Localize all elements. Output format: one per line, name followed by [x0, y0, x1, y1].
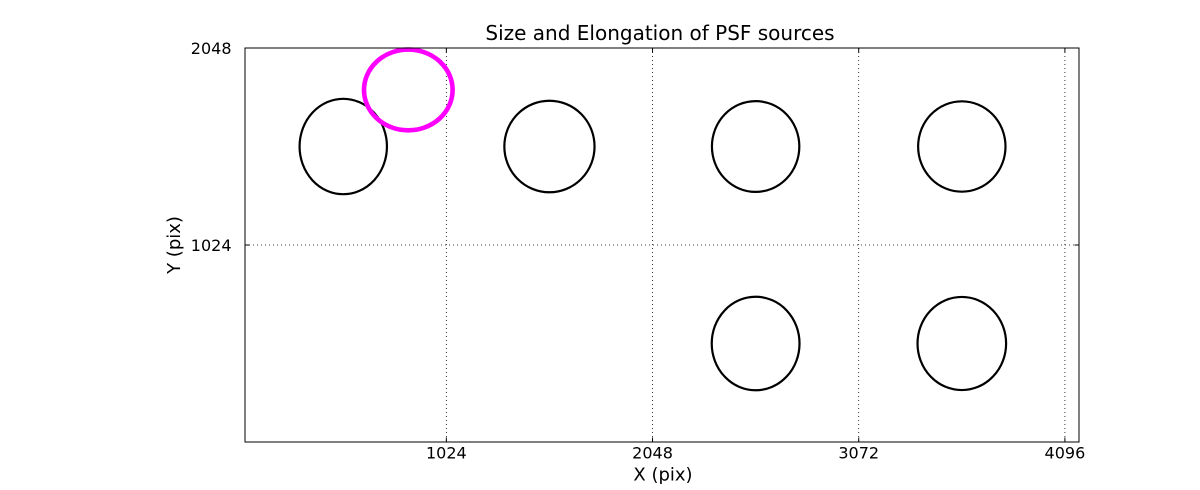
- axis-ticks: [245, 47, 1079, 442]
- x-tick-label: 2048: [632, 444, 673, 463]
- x-tick-label: 4096: [1045, 444, 1086, 463]
- psf-ellipses: [298, 47, 1008, 392]
- tick-labels: 1024 2048 3072 4096 1024 2048: [191, 39, 1085, 463]
- psf-ellipse: [710, 295, 801, 392]
- psf-ellipse: [503, 99, 596, 194]
- x-axis-label: X (pix): [633, 465, 692, 486]
- y-tick-label: 1024: [191, 236, 232, 255]
- y-tick-label: 2048: [191, 39, 232, 58]
- psf-ellipse-flagged: [361, 47, 455, 133]
- chart-title: Size and Elongation of PSF sources: [485, 21, 834, 45]
- x-tick-label: 1024: [426, 444, 467, 463]
- x-tick-label: 3072: [838, 444, 879, 463]
- psf-ellipse: [710, 99, 801, 194]
- psf-ellipse: [298, 97, 389, 196]
- psf-ellipse: [916, 295, 1008, 392]
- y-axis-label: Y (pix): [164, 216, 185, 275]
- psf-ellipse: [917, 100, 1007, 193]
- gridlines: [245, 48, 1079, 442]
